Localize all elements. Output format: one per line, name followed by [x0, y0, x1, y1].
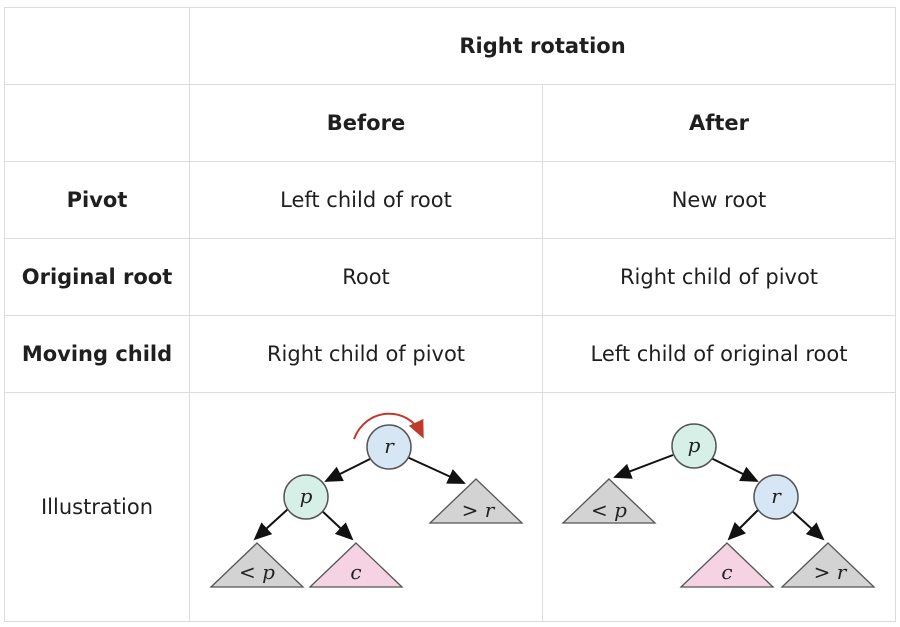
illustration-after-cell: < p c > r p r	[542, 392, 896, 622]
row-label-original-root: Original root	[4, 238, 190, 316]
node-p-label: p	[688, 433, 701, 457]
node-p	[671, 423, 717, 469]
subtree-c-label: c	[350, 560, 361, 584]
edge-p-c	[320, 509, 354, 541]
header-row: Before After	[4, 84, 896, 162]
header-corner-cell	[4, 84, 190, 162]
edge-r-gt-r	[790, 509, 825, 541]
illustration-before-cell: > r < p c r p	[189, 392, 543, 622]
edge-r-c	[727, 508, 760, 541]
node-r-label: r	[384, 434, 395, 458]
illustration-row: Illustration	[4, 392, 896, 622]
row-label-illustration: Illustration	[4, 392, 190, 622]
table-title: Right rotation	[189, 7, 896, 85]
rotation-table: Right rotation Before After Pivot Left c…	[4, 7, 896, 622]
subtree-gt-r	[780, 542, 876, 588]
node-r	[366, 424, 412, 470]
edge-r-gt-r	[406, 456, 466, 484]
subtree-c-label: c	[721, 560, 732, 584]
table-row: Pivot Left child of root New root	[4, 161, 896, 239]
after-tree-diagram: < p c > r p r	[561, 423, 876, 588]
subtree-gt-r-label: > r	[814, 560, 848, 584]
table-row: Original root Root Right child of pivot	[4, 238, 896, 316]
cell-original-root-before: Root	[189, 238, 543, 316]
subtree-gt-r	[428, 478, 524, 524]
before-tree-diagram: > r < p c r p	[209, 412, 524, 588]
table-row: Moving child Right child of pivot Left c…	[4, 315, 896, 393]
edge-p-lt-p	[253, 508, 289, 541]
row-label-moving-child: Moving child	[4, 315, 190, 393]
column-header-after: After	[542, 84, 896, 162]
column-header-before: Before	[189, 84, 543, 162]
edge-r-p	[324, 458, 371, 482]
row-label-pivot: Pivot	[4, 161, 190, 239]
subtree-gt-r-label: > r	[462, 498, 496, 522]
node-r	[753, 474, 799, 520]
subtree-lt-p-label: < p	[239, 560, 275, 584]
cell-moving-child-after: Left child of original root	[542, 315, 896, 393]
subtree-c	[308, 542, 404, 588]
corner-cell	[4, 7, 190, 85]
cell-pivot-before: Left child of root	[189, 161, 543, 239]
subtree-lt-p	[209, 542, 305, 588]
subtree-c	[679, 542, 775, 588]
node-p-label: p	[300, 484, 313, 508]
edge-p-lt-p	[613, 454, 674, 479]
cell-moving-child-before: Right child of pivot	[189, 315, 543, 393]
rotation-arrow-icon	[353, 412, 424, 440]
subtree-lt-p	[561, 478, 657, 524]
cell-original-root-after: Right child of pivot	[542, 238, 896, 316]
node-r-label: r	[771, 484, 782, 508]
subtree-lt-p-label: < p	[591, 498, 627, 522]
title-row: Right rotation	[4, 7, 896, 85]
cell-pivot-after: New root	[542, 161, 896, 239]
edge-p-r	[708, 456, 759, 482]
node-p	[283, 474, 329, 520]
